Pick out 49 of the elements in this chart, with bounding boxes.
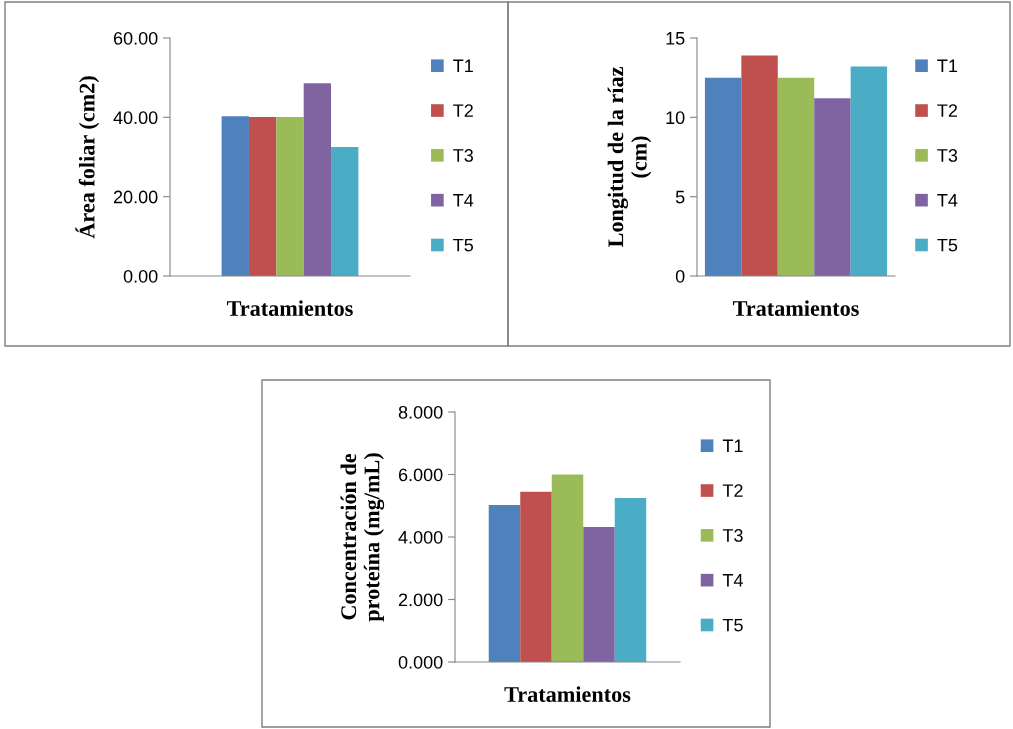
bar	[221, 116, 249, 276]
bar	[520, 491, 552, 662]
bar	[777, 77, 815, 276]
x-axis-title: Tratamientos	[732, 300, 859, 316]
bar	[704, 77, 742, 276]
x-axis-title: Tratamientos	[504, 686, 631, 702]
y-axis-title: Concentración de proteína (mg/mL)	[340, 453, 385, 622]
bar	[248, 116, 277, 276]
y-tick-label: 0.00	[123, 269, 158, 283]
bar	[741, 55, 778, 276]
legend-label: T1	[722, 439, 743, 453]
legend-label: T2	[453, 104, 473, 117]
legend-label: T4	[453, 194, 474, 207]
bar	[850, 66, 888, 276]
legend-label: T3	[722, 529, 743, 542]
bar	[814, 98, 851, 276]
legend-label: T5	[722, 618, 743, 632]
x-axis-title: Tratamientos	[226, 300, 353, 316]
legend-label: T4	[937, 194, 958, 207]
y-tick-label: 0.000	[398, 655, 443, 669]
y-tick-label: 40.00	[113, 111, 158, 125]
legend-label: T2	[722, 484, 743, 497]
y-tick-label: 20.00	[113, 190, 158, 204]
bar	[583, 527, 615, 662]
y-axis-title: Área foliar (cm2)	[75, 76, 100, 239]
legend-label: T5	[453, 238, 474, 252]
legend-label: T3	[937, 149, 958, 162]
legend-label: T2	[937, 104, 958, 117]
bar	[303, 83, 332, 276]
y-tick-label: 10	[666, 111, 685, 125]
y-tick-label: 8.000	[398, 405, 443, 419]
legend-label: T4	[722, 574, 743, 587]
legend-label: T5	[937, 238, 958, 252]
y-tick-label: 2.000	[398, 593, 443, 607]
bar	[488, 505, 521, 662]
bar	[331, 147, 359, 276]
bar	[614, 497, 647, 662]
y-tick-label: 5	[675, 190, 685, 204]
legend-label: T1	[937, 59, 958, 73]
y-tick-label: 4.000	[398, 530, 443, 544]
legend-label: T1	[453, 59, 473, 73]
y-tick-label: 6.000	[398, 468, 443, 482]
y-tick-label: 15	[666, 32, 685, 45]
y-axis-title: Longitud de la ríaz (cm)	[607, 67, 652, 248]
bar	[276, 116, 304, 276]
y-tick-label: 60.00	[113, 31, 158, 45]
legend-label: T3	[453, 149, 473, 162]
bar	[551, 474, 584, 662]
y-tick-label: 0	[675, 269, 685, 283]
